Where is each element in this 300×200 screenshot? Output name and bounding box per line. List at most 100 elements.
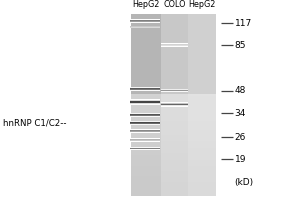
Bar (188, 146, 216, 148)
Bar (160, 135, 188, 137)
Bar (130, 194, 160, 196)
Bar (130, 107, 160, 110)
Bar (160, 157, 188, 160)
Bar (160, 132, 188, 135)
Text: 117: 117 (235, 19, 252, 27)
Bar (130, 123, 160, 125)
Bar (160, 100, 188, 103)
Bar (188, 171, 216, 173)
Bar (188, 96, 216, 98)
Bar (130, 155, 160, 157)
Bar (160, 119, 188, 121)
Bar (130, 114, 160, 116)
Bar (160, 112, 188, 114)
Bar (188, 151, 216, 153)
Bar (160, 146, 188, 148)
Bar (188, 157, 216, 160)
Bar (130, 157, 160, 160)
Bar (160, 116, 188, 119)
Bar (188, 114, 216, 116)
Bar (160, 125, 188, 128)
Bar (130, 191, 160, 194)
Bar (188, 162, 216, 164)
Bar (188, 176, 216, 178)
Bar (130, 173, 160, 176)
Bar (130, 100, 160, 101)
Bar (188, 103, 216, 105)
Text: HepG2: HepG2 (132, 0, 159, 9)
Bar (160, 148, 188, 150)
Bar (130, 189, 160, 191)
Bar (188, 98, 216, 100)
Text: COLO: COLO (163, 0, 185, 9)
Bar (188, 94, 216, 96)
Bar (188, 178, 216, 180)
Bar (160, 162, 188, 164)
Bar (160, 107, 188, 110)
Text: HepG2: HepG2 (188, 0, 216, 9)
Text: 26: 26 (235, 132, 246, 142)
Bar (160, 14, 188, 196)
Bar (130, 119, 160, 121)
Bar (188, 123, 216, 125)
Bar (188, 185, 216, 187)
Bar (160, 153, 188, 155)
Bar (188, 112, 216, 114)
Bar (160, 103, 188, 105)
Bar (188, 107, 216, 110)
Bar (188, 100, 216, 103)
Bar (130, 100, 160, 103)
Bar (188, 148, 216, 150)
Bar (188, 194, 216, 196)
Bar (130, 144, 160, 146)
Bar (130, 146, 160, 148)
Bar (188, 191, 216, 194)
Bar (188, 141, 216, 144)
Bar (188, 173, 216, 176)
Bar (160, 151, 188, 153)
Bar (130, 102, 160, 103)
Bar (130, 110, 160, 112)
Bar (160, 98, 188, 100)
Bar (160, 180, 188, 182)
Bar (188, 105, 216, 107)
Bar (188, 121, 216, 123)
Bar (160, 178, 188, 180)
Bar (160, 139, 188, 141)
Bar (160, 130, 188, 132)
Bar (130, 98, 160, 100)
Bar (160, 166, 188, 169)
Bar (130, 153, 160, 155)
Bar (130, 103, 160, 104)
Bar (160, 121, 188, 123)
Text: hnRNP C1/C2--: hnRNP C1/C2-- (3, 118, 67, 128)
Text: 85: 85 (235, 40, 246, 49)
Bar (130, 99, 160, 100)
Bar (130, 112, 160, 114)
Bar (188, 153, 216, 155)
Bar (160, 185, 188, 187)
Bar (130, 160, 160, 162)
Bar (188, 182, 216, 185)
Bar (130, 116, 160, 119)
Text: 48: 48 (235, 86, 246, 95)
Bar (130, 14, 160, 196)
Bar (188, 169, 216, 171)
Bar (160, 141, 188, 144)
Bar (160, 128, 188, 130)
Bar (188, 135, 216, 137)
Bar (130, 121, 160, 123)
Bar (160, 187, 188, 189)
Text: 34: 34 (235, 108, 246, 117)
Bar (160, 144, 188, 146)
Bar (130, 101, 160, 102)
Bar (188, 160, 216, 162)
Bar (188, 132, 216, 135)
Bar (130, 94, 160, 96)
Bar (160, 191, 188, 194)
Bar (188, 130, 216, 132)
Bar (188, 14, 216, 196)
Bar (160, 182, 188, 185)
Bar (130, 187, 160, 189)
Bar (160, 123, 188, 125)
